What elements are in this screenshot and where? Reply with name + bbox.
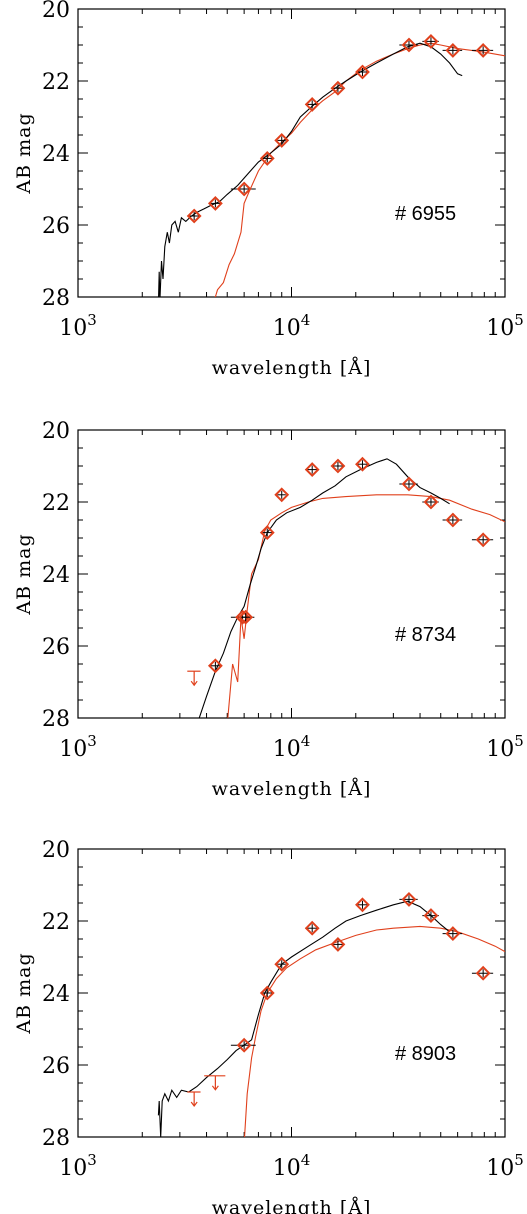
y-axis-title: AB mag bbox=[13, 533, 35, 615]
photometry-point bbox=[423, 33, 439, 49]
photometry-point bbox=[207, 658, 223, 674]
photometry-point bbox=[330, 80, 346, 96]
y-tick-label: 20 bbox=[42, 838, 70, 863]
plot-frame bbox=[77, 429, 506, 719]
y-axis-title: AB mag bbox=[13, 952, 35, 1034]
x-axis-title: wavelength [Å] bbox=[212, 1197, 372, 1214]
y-tick-label: 22 bbox=[42, 491, 70, 516]
y-tick-label: 22 bbox=[42, 70, 70, 95]
y-tick-label: 26 bbox=[42, 214, 70, 239]
photometry-point bbox=[330, 936, 346, 952]
y-tick-label: 22 bbox=[42, 910, 70, 935]
model-sed-line bbox=[243, 925, 505, 1137]
photometry-point bbox=[475, 965, 491, 981]
photometry-point bbox=[401, 891, 417, 907]
photometry-point bbox=[423, 494, 439, 510]
photometry-point bbox=[355, 64, 370, 80]
y-tick-label: 26 bbox=[42, 635, 70, 660]
x-axis-title: wavelength [Å] bbox=[212, 357, 372, 379]
photometry-point bbox=[304, 96, 320, 112]
photometry-point bbox=[304, 920, 320, 936]
best-fit-sed-line bbox=[198, 458, 450, 718]
y-tick-label: 24 bbox=[42, 142, 70, 167]
model-sed-line bbox=[214, 42, 505, 297]
x-tick-label: 103 bbox=[59, 311, 97, 341]
photometry-point bbox=[236, 1037, 252, 1053]
upper-limit-arrowhead bbox=[190, 680, 198, 687]
photometry-point bbox=[475, 532, 491, 548]
photometry-point bbox=[445, 926, 461, 942]
photometry-point bbox=[445, 512, 461, 528]
photometry-point bbox=[236, 181, 252, 197]
photometry-point bbox=[259, 525, 275, 541]
y-tick-label: 20 bbox=[42, 419, 70, 444]
object-label: # 6955 bbox=[395, 203, 456, 225]
photometry-point bbox=[238, 609, 254, 625]
plot-frame bbox=[77, 8, 506, 298]
photometry-point bbox=[355, 897, 370, 913]
x-tick-label: 105 bbox=[486, 311, 524, 341]
y-tick-label: 24 bbox=[42, 982, 70, 1007]
photometry-point bbox=[274, 487, 290, 503]
object-label: # 8903 bbox=[395, 1043, 456, 1065]
x-tick-label: 104 bbox=[273, 311, 311, 341]
photometry-point bbox=[475, 42, 491, 58]
upper-limit-arrowhead bbox=[190, 1101, 198, 1107]
upper-limit-arrowhead bbox=[211, 1085, 219, 1091]
photometry-point bbox=[401, 476, 417, 492]
x-tick-label: 103 bbox=[59, 732, 97, 762]
x-tick-label: 104 bbox=[273, 1151, 311, 1181]
x-tick-label: 104 bbox=[273, 732, 311, 762]
y-tick-label: 28 bbox=[42, 707, 70, 732]
photometry-point bbox=[207, 195, 223, 211]
x-tick-label: 105 bbox=[486, 1151, 524, 1181]
photometry-point bbox=[304, 462, 320, 478]
y-tick-label: 20 bbox=[42, 0, 70, 23]
object-label: # 8734 bbox=[395, 624, 456, 646]
best-fit-sed-line bbox=[158, 42, 463, 297]
y-tick-label: 28 bbox=[42, 286, 70, 311]
photometry-point bbox=[423, 908, 439, 924]
photometry-point bbox=[330, 458, 346, 474]
photometry-point bbox=[445, 42, 461, 58]
photometry-point bbox=[274, 956, 290, 972]
x-tick-label: 103 bbox=[59, 1151, 97, 1181]
y-axis-title: AB mag bbox=[13, 112, 35, 194]
photometry-point bbox=[235, 609, 250, 625]
photometry-point bbox=[186, 208, 202, 224]
y-tick-label: 26 bbox=[42, 1054, 70, 1079]
y-tick-label: 28 bbox=[42, 1126, 70, 1151]
y-tick-label: 24 bbox=[42, 563, 70, 588]
plot-frame bbox=[77, 848, 506, 1138]
photometry-point bbox=[259, 985, 275, 1001]
photometry-point bbox=[274, 132, 290, 148]
photometry-point bbox=[259, 150, 275, 166]
x-tick-label: 105 bbox=[486, 732, 524, 762]
x-axis-title: wavelength [Å] bbox=[212, 778, 372, 800]
photometry-point bbox=[401, 37, 417, 53]
best-fit-sed-line bbox=[157, 900, 450, 1137]
photometry-point bbox=[355, 456, 370, 472]
